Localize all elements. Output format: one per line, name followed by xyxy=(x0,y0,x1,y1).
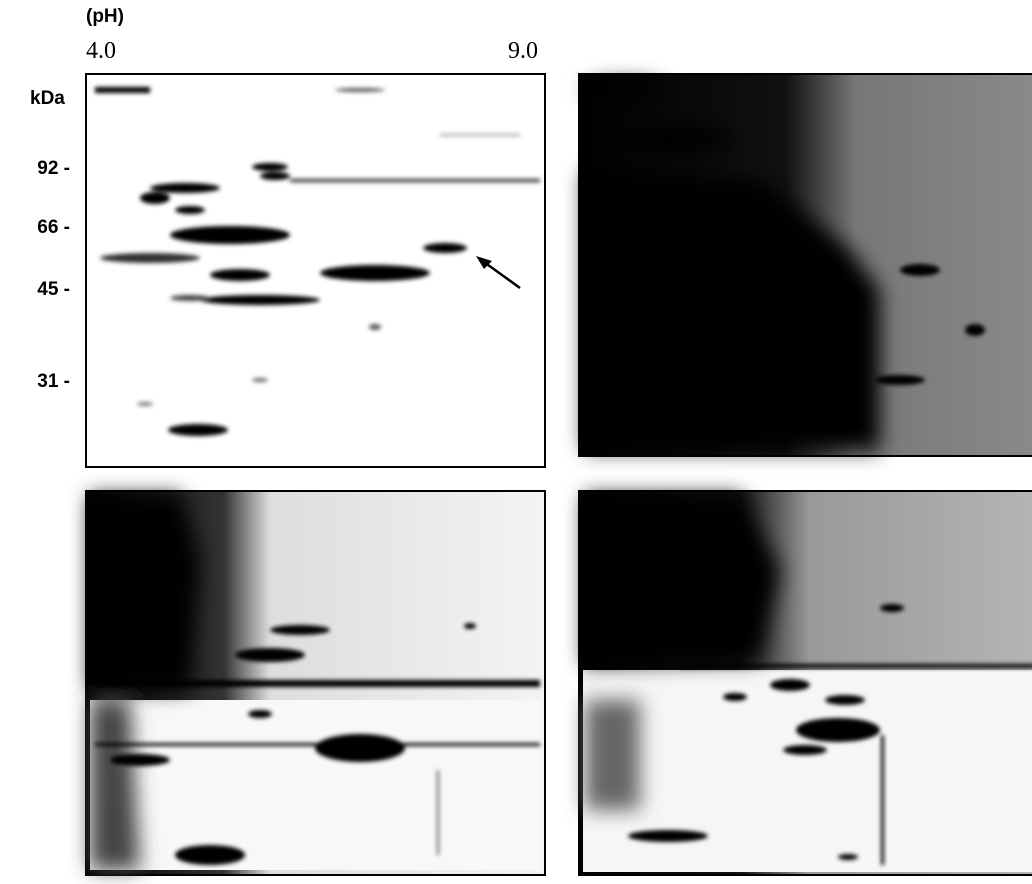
mass-marker: 66 - xyxy=(37,217,70,238)
ph-start: 4.0 xyxy=(86,38,116,64)
ph-label: (pH) xyxy=(86,6,124,27)
mass-marker: 45 - xyxy=(37,279,70,300)
gel-top-left xyxy=(85,73,546,468)
mass-marker: 31 - xyxy=(37,371,70,392)
gel-top-right xyxy=(578,73,1032,457)
ph-end: 9.0 xyxy=(508,38,538,64)
kda-label: kDa xyxy=(30,88,65,109)
gel-bottom-left xyxy=(85,490,546,876)
gel-bottom-right xyxy=(578,490,1032,876)
mass-marker: 92 - xyxy=(37,158,70,179)
